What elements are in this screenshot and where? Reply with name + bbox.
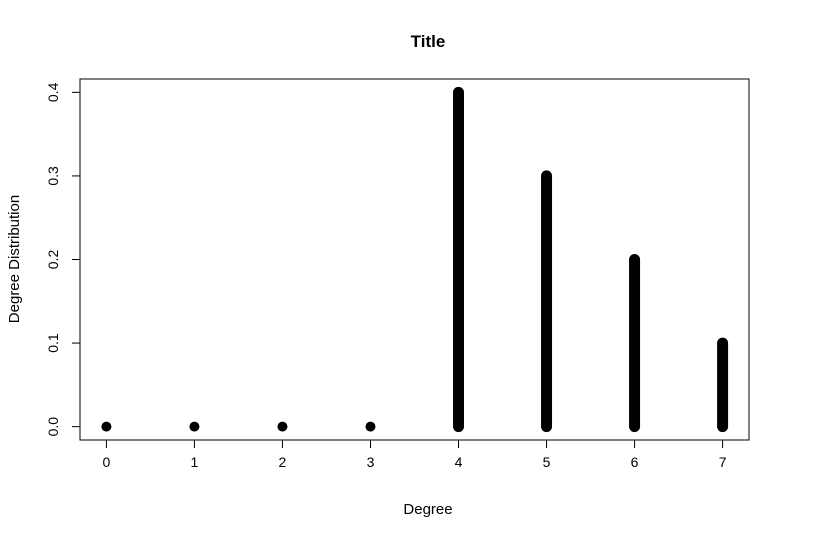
plot-box [79,78,750,441]
y-tick-label: 0.3 [45,166,61,186]
x-axis: 0 1 2 3 4 5 6 7 [103,439,727,470]
x-tick-label: 6 [631,454,639,470]
x-tick-label: 0 [103,454,111,470]
data-marks [101,86,729,433]
y-axis-label: Degree Distribution [6,195,23,323]
x-tick-label: 2 [279,454,287,470]
chart-title: Title [411,32,446,51]
y-tick-label: 0.2 [45,250,61,270]
x-tick-label: 7 [719,454,727,470]
data-point [189,421,200,432]
x-tick-label: 1 [191,454,199,470]
y-tick-label: 0.4 [45,82,61,102]
data-point [277,421,288,432]
x-tick-label: 4 [455,454,463,470]
data-point [101,421,112,432]
data-point [365,421,376,432]
x-tick-label: 3 [367,454,375,470]
y-tick-label: 0.0 [45,417,61,437]
y-tick-label: 0.1 [45,333,61,353]
x-tick-label: 5 [543,454,551,470]
x-axis-label: Degree [403,501,452,518]
y-axis: 0.0 0.1 0.2 0.3 0.4 [45,82,81,437]
